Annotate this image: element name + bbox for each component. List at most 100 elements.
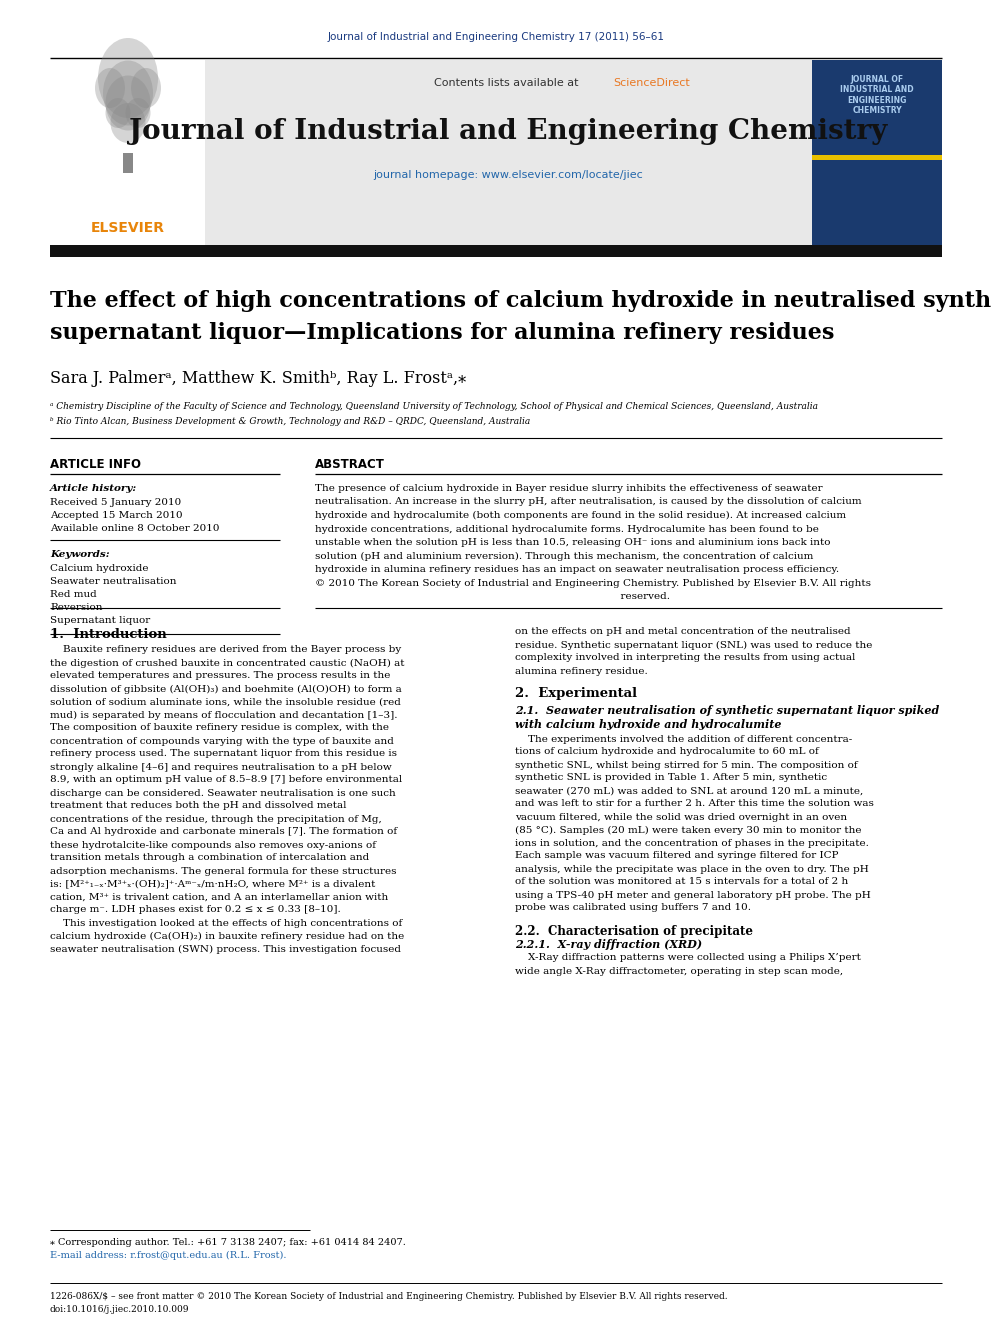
- Text: with calcium hydroxide and hydrocalumite: with calcium hydroxide and hydrocalumite: [515, 718, 782, 729]
- Text: cation, M³⁺ is trivalent cation, and A an interlamellar anion with: cation, M³⁺ is trivalent cation, and A a…: [50, 893, 388, 901]
- Text: Journal of Industrial and Engineering Chemistry: Journal of Industrial and Engineering Ch…: [129, 118, 888, 146]
- Text: Contents lists available at: Contents lists available at: [434, 78, 582, 89]
- Text: 1.  Introduction: 1. Introduction: [50, 627, 167, 640]
- Text: adsorption mechanisms. The general formula for these structures: adsorption mechanisms. The general formu…: [50, 867, 397, 876]
- Text: wide angle X-Ray diffractometer, operating in step scan mode,: wide angle X-Ray diffractometer, operati…: [515, 967, 843, 975]
- Text: The effect of high concentrations of calcium hydroxide in neutralised synthetic: The effect of high concentrations of cal…: [50, 290, 992, 312]
- Text: ions in solution, and the concentration of phases in the precipitate.: ions in solution, and the concentration …: [515, 839, 869, 848]
- Text: probe was calibrated using buffers 7 and 10.: probe was calibrated using buffers 7 and…: [515, 904, 751, 913]
- Text: 1226-086X/$ – see front matter © 2010 The Korean Society of Industrial and Engin: 1226-086X/$ – see front matter © 2010 Th…: [50, 1293, 727, 1301]
- Text: reserved.: reserved.: [315, 591, 670, 601]
- Text: Sara J. Palmerᵃ, Matthew K. Smithᵇ, Ray L. Frostᵃ,⁎: Sara J. Palmerᵃ, Matthew K. Smithᵇ, Ray …: [50, 370, 466, 388]
- Text: ⁎ Corresponding author. Tel.: +61 7 3138 2407; fax: +61 0414 84 2407.: ⁎ Corresponding author. Tel.: +61 7 3138…: [50, 1238, 406, 1248]
- Text: doi:10.1016/j.jiec.2010.10.009: doi:10.1016/j.jiec.2010.10.009: [50, 1304, 189, 1314]
- Text: hydroxide and hydrocalumite (both components are found in the solid residue). At: hydroxide and hydrocalumite (both compon…: [315, 511, 846, 520]
- Text: Supernatant liquor: Supernatant liquor: [50, 617, 150, 624]
- Text: ᵇ Rio Tinto Alcan, Business Development & Growth, Technology and R&D – QRDC, Que: ᵇ Rio Tinto Alcan, Business Development …: [50, 417, 531, 426]
- Text: The presence of calcium hydroxide in Bayer residue slurry inhibits the effective: The presence of calcium hydroxide in Bay…: [315, 484, 822, 493]
- Text: This investigation looked at the effects of high concentrations of: This investigation looked at the effects…: [50, 918, 402, 927]
- Text: transition metals through a combination of intercalation and: transition metals through a combination …: [50, 853, 369, 863]
- Text: ARTICLE INFO: ARTICLE INFO: [50, 458, 141, 471]
- Text: unstable when the solution pH is less than 10.5, releasing OH⁻ ions and aluminiu: unstable when the solution pH is less th…: [315, 538, 830, 546]
- Ellipse shape: [98, 38, 158, 118]
- Bar: [205, 60, 812, 245]
- Text: solution of sodium aluminate ions, while the insoluble residue (red: solution of sodium aluminate ions, while…: [50, 697, 401, 706]
- Text: is: [M²⁺₁₋ₓ·M³⁺ₓ·(OH)₂]⁺·Aᵐ⁻ₓ/m·nH₂O, where M²⁺ is a divalent: is: [M²⁺₁₋ₓ·M³⁺ₓ·(OH)₂]⁺·Aᵐ⁻ₓ/m·nH₂O, wh…: [50, 880, 375, 889]
- Text: Journal of Industrial and Engineering Chemistry 17 (2011) 56–61: Journal of Industrial and Engineering Ch…: [327, 32, 665, 42]
- Text: complexity involved in interpreting the results from using actual: complexity involved in interpreting the …: [515, 654, 855, 663]
- Text: charge m⁻. LDH phases exist for 0.2 ≤ x ≤ 0.33 [8–10].: charge m⁻. LDH phases exist for 0.2 ≤ x …: [50, 905, 340, 914]
- Text: 2.  Experimental: 2. Experimental: [515, 688, 637, 700]
- Text: 2.2.1.  X-ray diffraction (XRD): 2.2.1. X-ray diffraction (XRD): [515, 939, 702, 950]
- Ellipse shape: [95, 67, 125, 108]
- Text: treatment that reduces both the pH and dissolved metal: treatment that reduces both the pH and d…: [50, 802, 346, 811]
- Text: ABSTRACT: ABSTRACT: [315, 458, 385, 471]
- Text: The experiments involved the addition of different concentra-: The experiments involved the addition of…: [515, 734, 852, 744]
- Text: mud) is separated by means of flocculation and decantation [1–3].: mud) is separated by means of flocculati…: [50, 710, 398, 720]
- Text: refinery process used. The supernatant liquor from this residue is: refinery process used. The supernatant l…: [50, 750, 397, 758]
- Text: alumina refinery residue.: alumina refinery residue.: [515, 667, 648, 676]
- Text: hydroxide in alumina refinery residues has an impact on seawater neutralisation : hydroxide in alumina refinery residues h…: [315, 565, 839, 574]
- Ellipse shape: [110, 103, 146, 143]
- Text: on the effects on pH and metal concentration of the neutralised: on the effects on pH and metal concentra…: [515, 627, 850, 636]
- Text: vacuum filtered, while the solid was dried overnight in an oven: vacuum filtered, while the solid was dri…: [515, 812, 847, 822]
- Text: Red mud: Red mud: [50, 590, 97, 599]
- Ellipse shape: [103, 61, 153, 126]
- Text: using a TPS-40 pH meter and general laboratory pH probe. The pH: using a TPS-40 pH meter and general labo…: [515, 890, 871, 900]
- Bar: [812, 155, 942, 160]
- Text: calcium hydroxide (Ca(OH)₂) in bauxite refinery residue had on the: calcium hydroxide (Ca(OH)₂) in bauxite r…: [50, 931, 405, 941]
- Text: strongly alkaline [4–6] and requires neutralisation to a pH below: strongly alkaline [4–6] and requires neu…: [50, 762, 392, 771]
- Text: Reversion: Reversion: [50, 603, 102, 613]
- Text: hydroxide concentrations, additional hydrocalumite forms. Hydrocalumite has been: hydroxide concentrations, additional hyd…: [315, 524, 818, 533]
- Text: Calcium hydroxide: Calcium hydroxide: [50, 564, 149, 573]
- Text: Keywords:: Keywords:: [50, 550, 110, 560]
- Text: ELSEVIER: ELSEVIER: [91, 221, 165, 235]
- Text: E-mail address: r.frost@qut.edu.au (R.L. Frost).: E-mail address: r.frost@qut.edu.au (R.L.…: [50, 1252, 287, 1259]
- Text: 8.9, with an optimum pH value of 8.5–8.9 [7] before environmental: 8.9, with an optimum pH value of 8.5–8.9…: [50, 775, 402, 785]
- Text: of the solution was monitored at 15 s intervals for a total of 2 h: of the solution was monitored at 15 s in…: [515, 877, 848, 886]
- Text: discharge can be considered. Seawater neutralisation is one such: discharge can be considered. Seawater ne…: [50, 789, 396, 798]
- Text: analysis, while the precipitate was place in the oven to dry. The pH: analysis, while the precipitate was plac…: [515, 864, 869, 873]
- Text: 2.2.  Characterisation of precipitate: 2.2. Characterisation of precipitate: [515, 925, 753, 938]
- Text: seawater (270 mL) was added to SNL at around 120 mL a minute,: seawater (270 mL) was added to SNL at ar…: [515, 786, 863, 795]
- Text: elevated temperatures and pressures. The process results in the: elevated temperatures and pressures. The…: [50, 672, 391, 680]
- Ellipse shape: [105, 98, 131, 128]
- Text: dissolution of gibbsite (Al(OH)₃) and boehmite (Al(O)OH) to form a: dissolution of gibbsite (Al(OH)₃) and bo…: [50, 684, 402, 693]
- Text: 2.1.  Seawater neutralisation of synthetic supernatant liquor spiked: 2.1. Seawater neutralisation of syntheti…: [515, 705, 939, 717]
- Text: JOURNAL OF
INDUSTRIAL AND
ENGINEERING
CHEMISTRY: JOURNAL OF INDUSTRIAL AND ENGINEERING CH…: [840, 75, 914, 115]
- Text: Article history:: Article history:: [50, 484, 137, 493]
- Text: these hydrotalcite-like compounds also removes oxy-anions of: these hydrotalcite-like compounds also r…: [50, 840, 376, 849]
- Text: synthetic SNL, whilst being stirred for 5 min. The composition of: synthetic SNL, whilst being stirred for …: [515, 761, 858, 770]
- Text: Ca and Al hydroxide and carbonate minerals [7]. The formation of: Ca and Al hydroxide and carbonate minera…: [50, 827, 397, 836]
- Text: ᵃ Chemistry Discipline of the Faculty of Science and Technology, Queensland Univ: ᵃ Chemistry Discipline of the Faculty of…: [50, 402, 818, 411]
- Text: tions of calcium hydroxide and hydrocalumite to 60 mL of: tions of calcium hydroxide and hydrocalu…: [515, 747, 818, 757]
- Text: seawater neutralisation (SWN) process. This investigation focused: seawater neutralisation (SWN) process. T…: [50, 945, 401, 954]
- Text: concentration of compounds varying with the type of bauxite and: concentration of compounds varying with …: [50, 737, 394, 745]
- Text: X-Ray diffraction patterns were collected using a Philips X’pert: X-Ray diffraction patterns were collecte…: [515, 954, 861, 963]
- Bar: [812, 60, 942, 245]
- Text: supernatant liquor—Implications for alumina refinery residues: supernatant liquor—Implications for alum…: [50, 321, 834, 344]
- Bar: [123, 153, 133, 173]
- Text: Seawater neutralisation: Seawater neutralisation: [50, 577, 177, 586]
- Text: Each sample was vacuum filtered and syringe filtered for ICP: Each sample was vacuum filtered and syri…: [515, 852, 838, 860]
- Ellipse shape: [131, 67, 161, 108]
- Text: the digestion of crushed bauxite in concentrated caustic (NaOH) at: the digestion of crushed bauxite in conc…: [50, 659, 405, 668]
- Text: journal homepage: www.elsevier.com/locate/jiec: journal homepage: www.elsevier.com/locat…: [374, 169, 644, 180]
- Text: Accepted 15 March 2010: Accepted 15 March 2010: [50, 511, 183, 520]
- Text: © 2010 The Korean Society of Industrial and Engineering Chemistry. Published by : © 2010 The Korean Society of Industrial …: [315, 578, 871, 587]
- Ellipse shape: [126, 98, 151, 128]
- Ellipse shape: [105, 75, 151, 131]
- Bar: [50, 60, 205, 245]
- Text: residue. Synthetic supernatant liquor (SNL) was used to reduce the: residue. Synthetic supernatant liquor (S…: [515, 640, 872, 650]
- Bar: [50, 245, 942, 257]
- Text: Received 5 January 2010: Received 5 January 2010: [50, 497, 182, 507]
- Text: concentrations of the residue, through the precipitation of Mg,: concentrations of the residue, through t…: [50, 815, 382, 823]
- Text: solution (pH and aluminium reversion). Through this mechanism, the concentration: solution (pH and aluminium reversion). T…: [315, 552, 813, 561]
- Text: synthetic SNL is provided in Table 1. After 5 min, synthetic: synthetic SNL is provided in Table 1. Af…: [515, 774, 827, 782]
- Text: and was left to stir for a further 2 h. After this time the solution was: and was left to stir for a further 2 h. …: [515, 799, 874, 808]
- Text: The composition of bauxite refinery residue is complex, with the: The composition of bauxite refinery resi…: [50, 724, 389, 733]
- Text: (85 °C). Samples (20 mL) were taken every 30 min to monitor the: (85 °C). Samples (20 mL) were taken ever…: [515, 826, 861, 835]
- Text: ScienceDirect: ScienceDirect: [613, 78, 690, 89]
- Text: Bauxite refinery residues are derived from the Bayer process by: Bauxite refinery residues are derived fr…: [50, 646, 401, 655]
- Text: Available online 8 October 2010: Available online 8 October 2010: [50, 524, 219, 533]
